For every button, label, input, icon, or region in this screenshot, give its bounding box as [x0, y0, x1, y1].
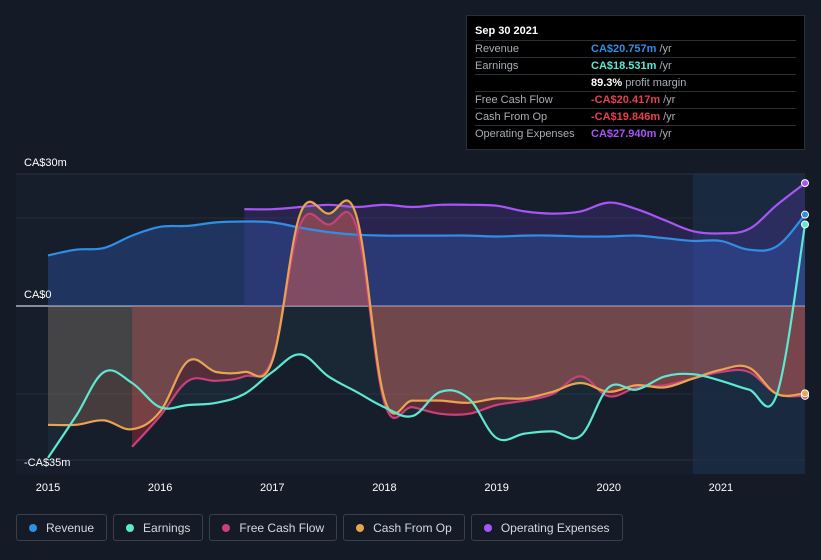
area-operating-expenses	[244, 183, 806, 306]
legend-label: Operating Expenses	[500, 520, 610, 535]
end-point-revenue	[801, 210, 809, 219]
area-free-cash-flow	[132, 212, 806, 447]
x-axis-labels: 2015 2016 2017 2018 2019 2020 2021	[36, 482, 733, 494]
tooltip-unit: /yr	[659, 60, 672, 72]
tooltip-row: 89.3% profit margin	[475, 75, 796, 92]
tooltip-value: CA$18.531m	[591, 60, 657, 72]
tooltip-unit: /yr	[663, 111, 676, 123]
legend-item-free-cash-flow[interactable]: Free Cash Flow	[209, 514, 338, 541]
tooltip-row: Free Cash Flow -CA$20.417m/yr	[475, 92, 796, 109]
tooltip-label: Cash From Op	[475, 111, 548, 123]
tooltip-unit: profit margin	[625, 77, 687, 89]
area-revenue	[48, 214, 805, 306]
legend-item-revenue[interactable]: Revenue	[16, 514, 108, 541]
tooltip-value: CA$27.940m	[591, 128, 657, 140]
tooltip-row: Revenue CA$20.757m/yr	[475, 41, 796, 58]
legend-item-operating-expenses[interactable]: Operating Expenses	[470, 514, 623, 541]
legend-label: Free Cash Flow	[239, 520, 325, 535]
x-tick-label: 2018	[372, 482, 396, 494]
tooltip-unit: /yr	[659, 128, 672, 140]
tooltip-value: 89.3%	[591, 77, 623, 89]
chart-legend: Revenue Earnings Free Cash Flow Cash From O…	[16, 514, 623, 541]
legend-dot-icon	[483, 523, 492, 532]
chart-end-dots	[801, 179, 809, 400]
tooltip-row: Operating Expenses CA$27.940m/yr	[475, 126, 796, 142]
legend-dot-icon	[126, 523, 135, 532]
tooltip-value: CA$20.757m	[591, 43, 657, 55]
y-tick-label: CA$30m	[24, 157, 67, 169]
recent-period-highlight	[692, 174, 805, 474]
x-tick-label: 2021	[709, 482, 733, 494]
tooltip-value: -CA$19.846m	[591, 111, 661, 123]
tooltip-label: Operating Expenses	[475, 128, 575, 140]
tooltip-row: Cash From Op -CA$19.846m/yr	[475, 109, 796, 126]
tooltip-label: Free Cash Flow	[475, 94, 553, 106]
legend-dot-icon	[222, 523, 231, 532]
y-axis-labels: CA$30m CA$0 -CA$35m	[24, 157, 70, 469]
line-operating-expenses	[244, 182, 806, 235]
tooltip-unit: /yr	[663, 94, 676, 106]
legend-label: Earnings	[143, 520, 191, 535]
tooltip-label: Revenue	[475, 43, 520, 55]
area-earnings	[48, 224, 805, 458]
end-point-operating-expenses	[801, 179, 809, 188]
legend-item-earnings[interactable]: Earnings	[113, 514, 204, 541]
legend-item-cash-from-op[interactable]: Cash From Op	[343, 514, 465, 541]
x-tick-label: 2020	[596, 482, 620, 494]
y-tick-label: -CA$35m	[24, 457, 70, 469]
tooltip-label: Earnings	[475, 60, 519, 72]
x-tick-label: 2019	[484, 482, 508, 494]
line-cash-from-op	[47, 199, 806, 431]
tooltip-unit: /yr	[659, 43, 672, 55]
chart-lines	[47, 182, 807, 459]
x-tick-label: 2017	[260, 482, 284, 494]
y-tick-label: CA$0	[24, 289, 52, 301]
x-tick-label: 2015	[36, 482, 60, 494]
tooltip-date: Sep 30 2021	[475, 22, 796, 41]
tooltip-row: Earnings CA$18.531m/yr	[475, 58, 796, 75]
end-point-earnings	[801, 220, 809, 229]
legend-label: Cash From Op	[373, 520, 452, 535]
legend-label: Revenue	[46, 520, 95, 535]
x-tick-label: 2016	[148, 482, 172, 494]
chart-areas	[48, 183, 806, 458]
data-tooltip: Sep 30 2021 Revenue CA$20.757m/yr Earnings…	[466, 15, 805, 150]
end-point-cash-from-op	[801, 389, 809, 398]
line-earnings	[47, 224, 807, 459]
tooltip-label	[475, 75, 591, 91]
legend-dot-icon	[29, 523, 37, 532]
legend-dot-icon	[356, 523, 365, 532]
tooltip-value: -CA$20.417m	[591, 94, 661, 106]
line-revenue	[47, 213, 806, 257]
